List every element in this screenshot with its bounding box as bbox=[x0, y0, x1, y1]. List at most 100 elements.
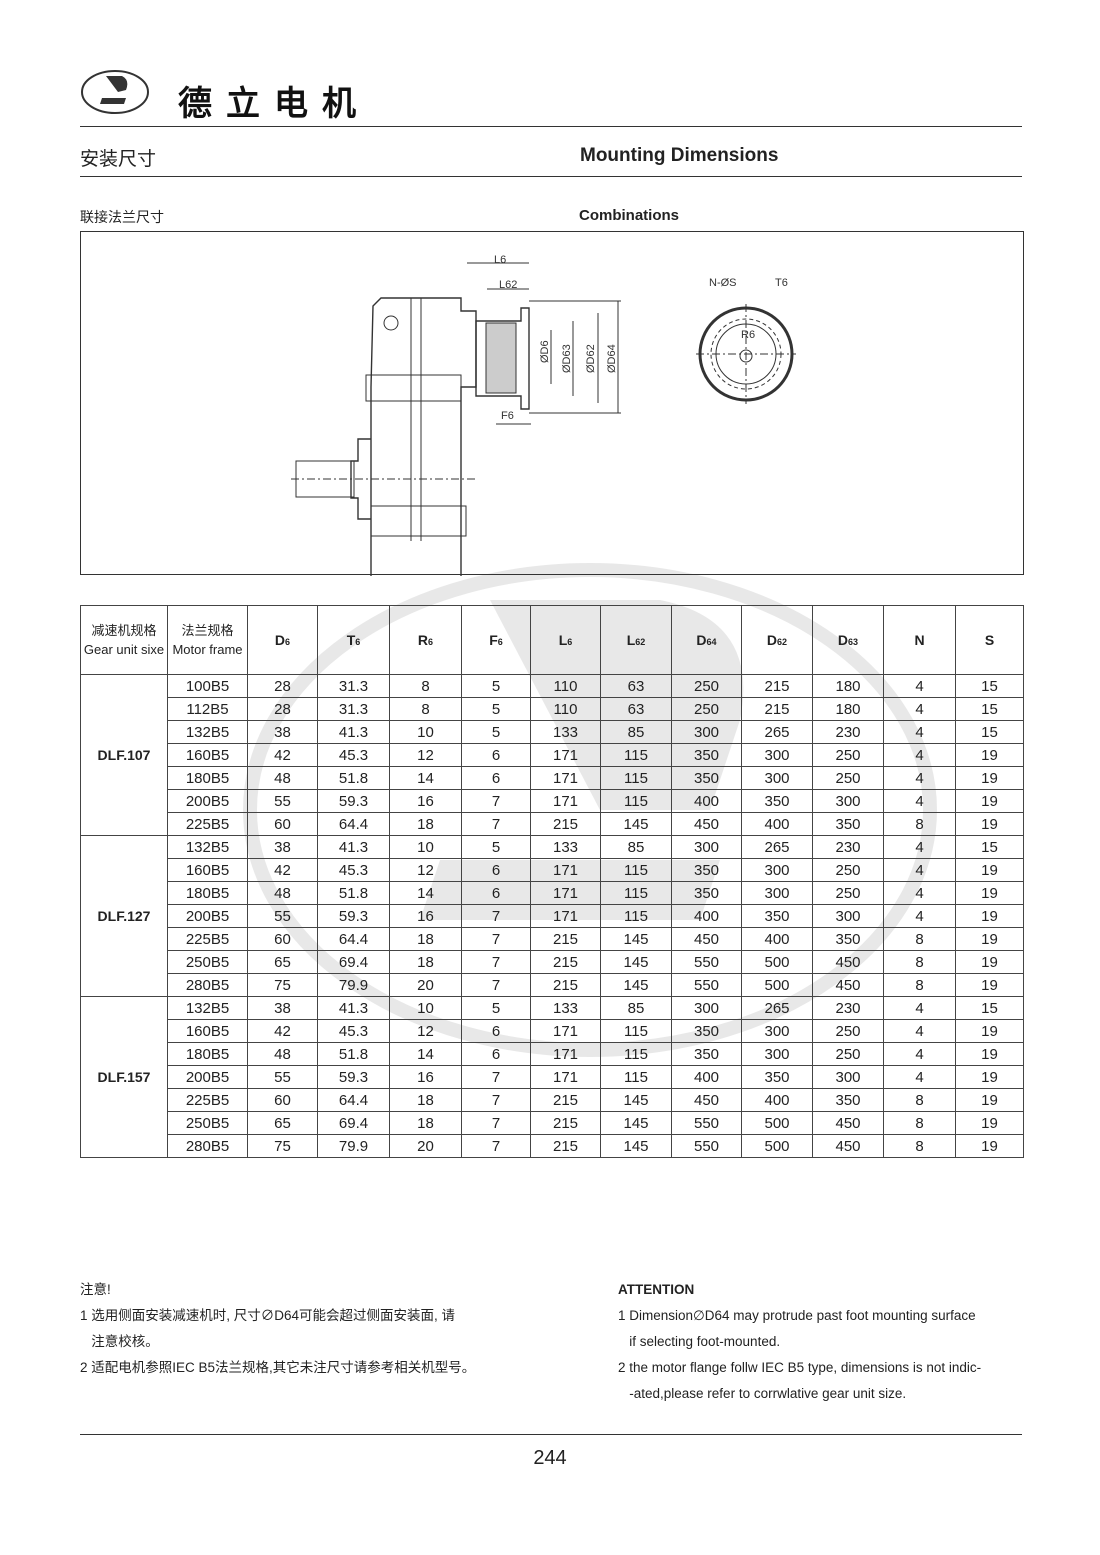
value-cell: 19 bbox=[955, 1111, 1024, 1135]
header-col-d6: D6 bbox=[247, 605, 318, 675]
value-cell: 19 bbox=[955, 904, 1024, 928]
value-cell: 15 bbox=[955, 720, 1024, 744]
value-cell: 59.3 bbox=[317, 904, 390, 928]
table-row: 200B5 55 59.3 16 7 171 115 400 350 300 4 19 bbox=[81, 904, 1024, 928]
value-cell: 8 bbox=[883, 973, 956, 997]
value-cell: 115 bbox=[600, 1065, 672, 1089]
value-cell: 4 bbox=[883, 1065, 956, 1089]
motor-frame-cell: 225B5 bbox=[167, 812, 248, 836]
value-cell: 145 bbox=[600, 1134, 672, 1158]
value-cell: 45.3 bbox=[317, 858, 390, 882]
motor-frame-cell: 250B5 bbox=[167, 1111, 248, 1135]
header-frame-cn: 法兰规格 bbox=[181, 623, 234, 638]
value-cell: 171 bbox=[530, 789, 601, 813]
motor-frame-cell: 160B5 bbox=[167, 858, 248, 882]
value-cell: 10 bbox=[389, 720, 462, 744]
value-cell: 19 bbox=[955, 812, 1024, 836]
value-cell: 19 bbox=[955, 1134, 1024, 1158]
note-line: 1 选用侧面安装减速机时, 尺寸∅D64可能会超过侧面安装面, 请 bbox=[80, 1308, 456, 1323]
value-cell: 350 bbox=[812, 927, 884, 951]
table-row: 180B5 48 51.8 14 6 171 115 350 300 250 4 19 bbox=[81, 881, 1024, 905]
value-cell: 5 bbox=[461, 720, 531, 744]
value-cell: 19 bbox=[955, 789, 1024, 813]
motor-frame-cell: 250B5 bbox=[167, 950, 248, 974]
table-row: 225B5 60 64.4 18 7 215 145 450 400 350 8 19 bbox=[81, 812, 1024, 836]
value-cell: 75 bbox=[247, 973, 318, 997]
value-cell: 38 bbox=[247, 996, 318, 1020]
value-cell: 8 bbox=[883, 812, 956, 836]
value-cell: 41.3 bbox=[317, 720, 390, 744]
label-l6: L6 bbox=[494, 254, 506, 266]
value-cell: 4 bbox=[883, 858, 956, 882]
value-cell: 400 bbox=[741, 927, 813, 951]
value-cell: 12 bbox=[389, 858, 462, 882]
header-col-l6: L6 bbox=[530, 605, 601, 675]
table-row: 200B5 55 59.3 16 7 171 115 400 350 300 4 19 bbox=[81, 789, 1024, 813]
value-cell: 38 bbox=[247, 835, 318, 859]
value-cell: 250 bbox=[812, 1019, 884, 1043]
value-cell: 300 bbox=[741, 766, 813, 790]
value-cell: 8 bbox=[883, 1088, 956, 1112]
header-gear-cn: 减速机规格 bbox=[91, 623, 157, 638]
value-cell: 79.9 bbox=[317, 973, 390, 997]
notes-en-title: ATTENTION bbox=[618, 1282, 695, 1297]
header-col-s: S bbox=[955, 605, 1024, 675]
table-header: 减速机规格 Gear unit sixe 法兰规格 Motor frame D6 T6… bbox=[80, 605, 1024, 675]
value-cell: 4 bbox=[883, 720, 956, 744]
note-line: 2 适配电机参照IEC B5法兰规格,其它未注尺寸请参考相关机型号。 bbox=[80, 1360, 476, 1375]
value-cell: 20 bbox=[389, 973, 462, 997]
value-cell: 5 bbox=[461, 674, 531, 698]
value-cell: 145 bbox=[600, 812, 672, 836]
value-cell: 4 bbox=[883, 904, 956, 928]
table-row: 160B5 42 45.3 12 6 171 115 350 300 250 4 19 bbox=[81, 858, 1024, 882]
value-cell: 145 bbox=[600, 973, 672, 997]
value-cell: 250 bbox=[671, 674, 742, 698]
table-row: DLF.157 132B5 38 41.3 10 5 133 85 300 265 230 4 15 bbox=[80, 996, 1024, 1158]
value-cell: 85 bbox=[600, 996, 672, 1020]
motor-frame-cell: 100B5 bbox=[167, 674, 248, 698]
label-d6: ØD6 bbox=[539, 340, 551, 363]
gear-unit-cell: DLF.157 bbox=[80, 996, 168, 1158]
value-cell: 171 bbox=[530, 766, 601, 790]
value-cell: 500 bbox=[741, 973, 813, 997]
value-cell: 28 bbox=[247, 697, 318, 721]
value-cell: 300 bbox=[741, 881, 813, 905]
value-cell: 250 bbox=[671, 697, 742, 721]
value-cell: 250 bbox=[812, 743, 884, 767]
table-row: DLF.127 132B5 38 41.3 10 5 133 85 300 265 230 4 15 bbox=[80, 835, 1024, 997]
value-cell: 6 bbox=[461, 858, 531, 882]
value-cell: 65 bbox=[247, 950, 318, 974]
value-cell: 300 bbox=[671, 720, 742, 744]
value-cell: 400 bbox=[671, 789, 742, 813]
value-cell: 18 bbox=[389, 1111, 462, 1135]
notes-cn-title: 注意! bbox=[80, 1282, 111, 1297]
value-cell: 450 bbox=[812, 950, 884, 974]
value-cell: 85 bbox=[600, 835, 672, 859]
value-cell: 18 bbox=[389, 1088, 462, 1112]
motor-frame-cell: 280B5 bbox=[167, 1134, 248, 1158]
value-cell: 265 bbox=[741, 996, 813, 1020]
value-cell: 7 bbox=[461, 1134, 531, 1158]
label-l62: L62 bbox=[499, 279, 517, 291]
value-cell: 400 bbox=[671, 1065, 742, 1089]
value-cell: 5 bbox=[461, 996, 531, 1020]
table-row: 160B5 42 45.3 12 6 171 115 350 300 250 4 19 bbox=[81, 1019, 1024, 1043]
value-cell: 7 bbox=[461, 812, 531, 836]
table-row: 112B5 28 31.3 8 5 110 63 250 215 180 4 15 bbox=[81, 697, 1024, 721]
label-r6: R6 bbox=[741, 329, 755, 341]
value-cell: 450 bbox=[671, 1088, 742, 1112]
motor-frame-cell: 180B5 bbox=[167, 766, 248, 790]
motor-frame-cell: 160B5 bbox=[167, 743, 248, 767]
value-cell: 31.3 bbox=[317, 697, 390, 721]
value-cell: 550 bbox=[671, 950, 742, 974]
label-f6: F6 bbox=[501, 410, 514, 422]
value-cell: 230 bbox=[812, 996, 884, 1020]
value-cell: 350 bbox=[671, 1042, 742, 1066]
value-cell: 133 bbox=[530, 835, 601, 859]
value-cell: 145 bbox=[600, 927, 672, 951]
value-cell: 7 bbox=[461, 973, 531, 997]
value-cell: 215 bbox=[741, 674, 813, 698]
value-cell: 45.3 bbox=[317, 743, 390, 767]
value-cell: 55 bbox=[247, 1065, 318, 1089]
value-cell: 300 bbox=[671, 996, 742, 1020]
